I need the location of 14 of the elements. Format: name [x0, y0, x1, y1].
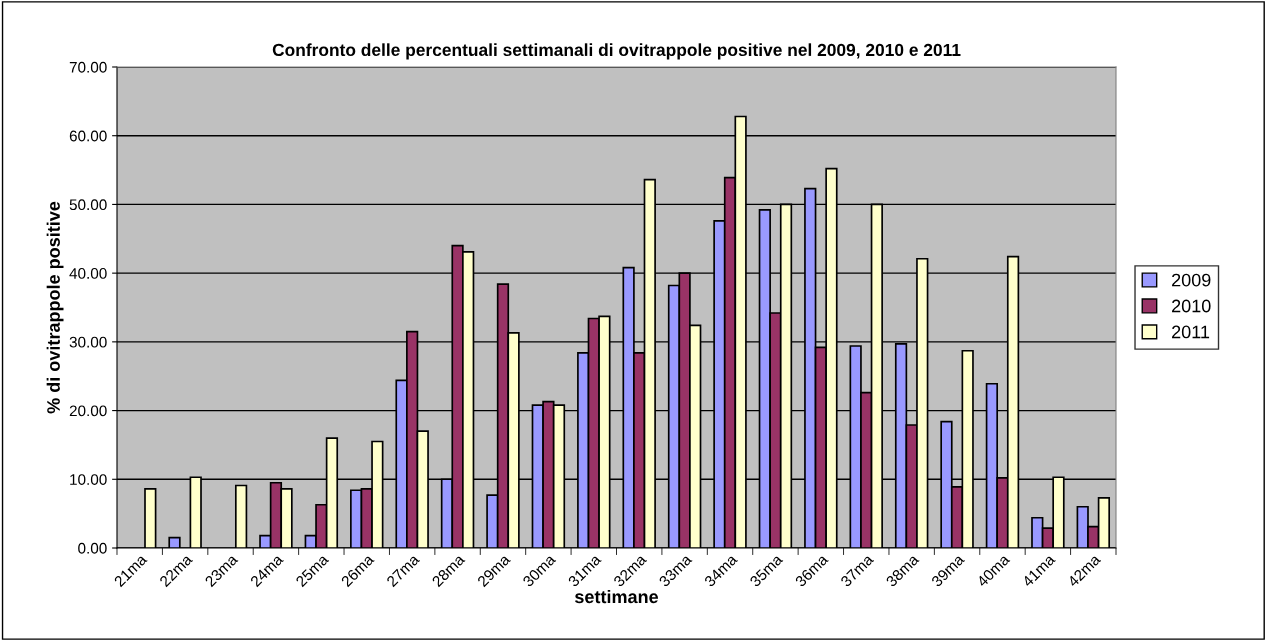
chart-title: Confronto delle percentuali settimanali di ovitrappole positive nel 2009, 2010 e 2011	[272, 43, 961, 60]
y-axis-title: % di ovitrappole positive	[46, 201, 64, 414]
legend-label: 2009	[1172, 273, 1211, 287]
y-tick-label: 0.00	[78, 542, 107, 554]
y-tick-label: 10.00	[70, 474, 107, 485]
legend-label: 2010	[1172, 299, 1211, 313]
y-tick-label: 40.00	[69, 268, 107, 279]
y-tick-label: 70.00	[69, 61, 107, 73]
x-axis-title: settimane	[574, 589, 659, 604]
legend-label: 2011	[1172, 325, 1210, 339]
y-tick-label: 50.00	[69, 199, 107, 211]
y-tick-label: 20.00	[69, 405, 107, 417]
y-tick-label: 60.00	[69, 130, 107, 142]
y-tick-label: 30.00	[69, 336, 107, 348]
